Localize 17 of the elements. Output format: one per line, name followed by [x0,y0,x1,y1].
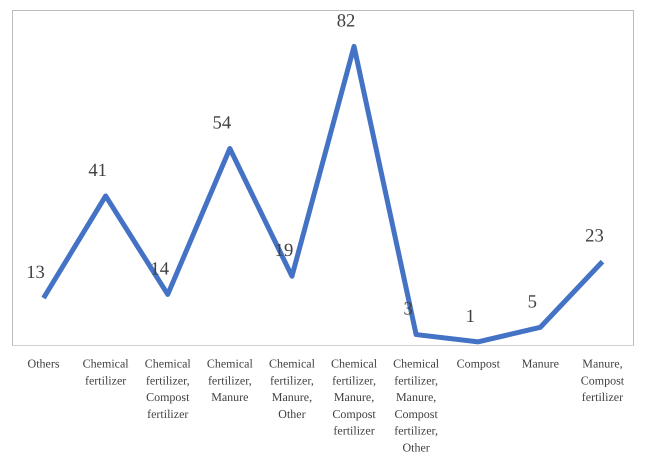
x-tick-label: Chemical fertilizer, Compost fertilizer [144,356,192,421]
data-label: 5 [528,291,538,312]
x-tick-label: Chemical fertilizer, Manure, Compost fertilizer, Other [393,356,440,454]
data-label: 1 [466,306,475,327]
x-tick-label: Chemical fertilizer, Manure [206,356,254,404]
data-label: 23 [585,226,604,247]
x-tick-label: Manure [522,356,560,370]
x-tick-label: Compost [456,356,501,370]
x-tick-label: Chemical fertilizer, Manure, Compost fertilizer [331,356,378,438]
x-tick-label: Others [28,356,60,370]
data-label: 41 [88,160,107,181]
data-label: 13 [26,262,45,284]
x-tick-label: Manure, Compost fertilizer [580,356,625,404]
data-label: 82 [336,10,356,32]
x-tick-label: Chemical fertilizer [82,356,130,388]
x-tick-label: Chemical fertilizer, Manure, Other [268,356,316,421]
data-label: 54 [212,112,232,134]
